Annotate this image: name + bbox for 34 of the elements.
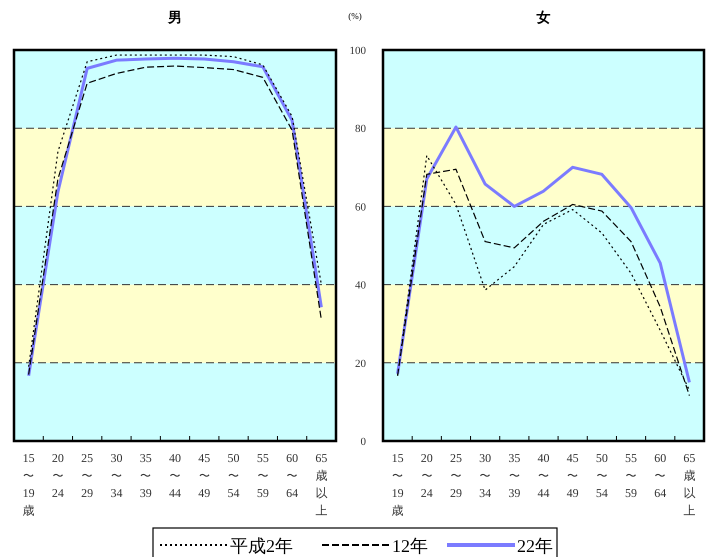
y-tick-label: 60 (355, 201, 366, 214)
x-tick-label: 15〜19歳 (22, 451, 35, 518)
x-tick-label: 40〜44 (538, 451, 550, 500)
x-tick-label: 20〜24 (52, 451, 64, 500)
x-tick-label: 45〜49 (198, 451, 210, 500)
x-tick-label: 25〜29 (81, 451, 94, 500)
legend-label: 12年 (392, 536, 428, 556)
x-tick-label: 35〜39 (140, 451, 152, 500)
x-tick-label: 50〜54 (228, 451, 240, 500)
legend-label: 22年 (517, 536, 553, 556)
x-tick-label: 20〜24 (420, 451, 433, 500)
y-tick-label: 20 (355, 358, 366, 370)
x-tick-label: 30〜34 (110, 451, 122, 500)
x-tick-label: 65歳以上 (683, 451, 696, 518)
x-tick-label: 40〜44 (169, 451, 181, 500)
y-tick-label: 80 (355, 123, 366, 136)
x-tick-label: 55〜59 (256, 451, 269, 500)
x-tick-label: 15〜19歳 (392, 451, 404, 518)
x-tick-label: 65歳以上 (315, 451, 328, 518)
x-tick-label: 60〜64 (654, 451, 666, 500)
x-tick-label: 30〜34 (479, 451, 492, 500)
chart-title: 女 (536, 10, 550, 26)
x-tick-label: 35〜39 (508, 451, 520, 500)
legend-label: 平成2年 (230, 536, 293, 556)
chart-title: 男 (167, 10, 182, 26)
y-tick-label: 40 (355, 280, 366, 292)
x-tick-label: 45〜49 (566, 451, 579, 500)
x-tick-label: 25〜29 (450, 451, 462, 500)
y-tick-label: 100 (350, 45, 366, 57)
x-tick-label: 55〜59 (625, 451, 638, 500)
x-tick-label: 50〜54 (596, 451, 608, 500)
y-axis-title: (%) (348, 11, 362, 21)
y-tick-label: 0 (360, 436, 366, 448)
x-tick-label: 60〜64 (286, 451, 298, 500)
